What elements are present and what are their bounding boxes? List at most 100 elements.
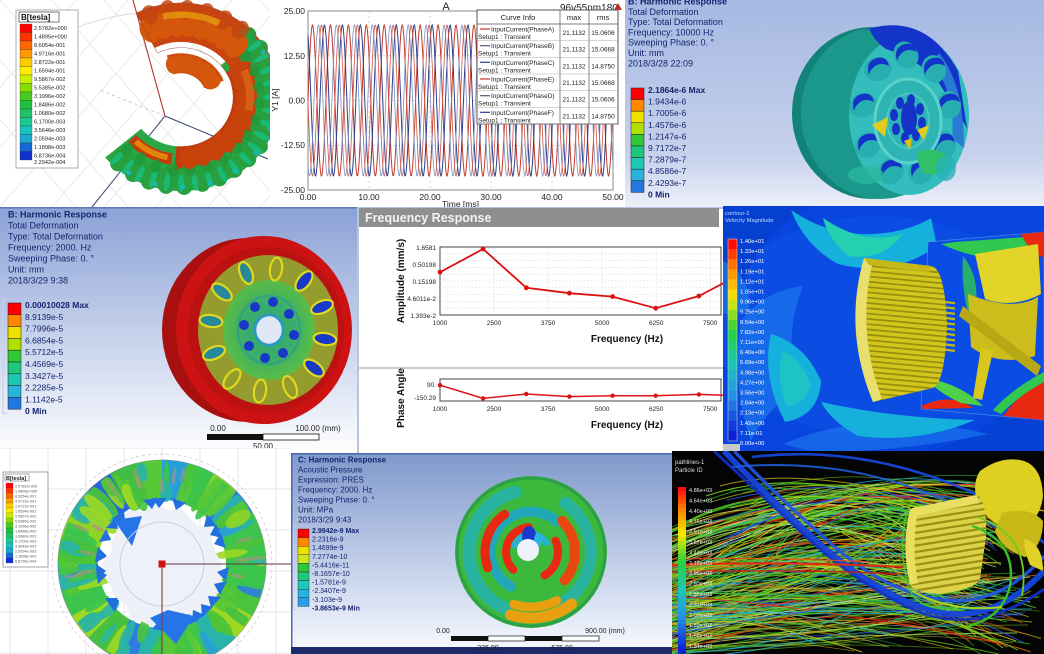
svg-text:-150.29: -150.29 bbox=[414, 395, 436, 402]
svg-text:-8.1657e-10: -8.1657e-10 bbox=[312, 571, 350, 578]
svg-text:20.00: 20.00 bbox=[419, 192, 441, 202]
svg-text:1.0680e-002: 1.0680e-002 bbox=[34, 111, 65, 117]
svg-text:Sweeping Phase: 0. °: Sweeping Phase: 0. ° bbox=[298, 496, 375, 505]
svg-text:2.1864e-6 Max: 2.1864e-6 Max bbox=[648, 85, 705, 95]
svg-text:1.1142e-5: 1.1142e-5 bbox=[25, 394, 63, 404]
svg-text:Phase Angle: Phase Angle bbox=[396, 368, 407, 428]
svg-text:InputCurrent(PhaseE): InputCurrent(PhaseE) bbox=[491, 77, 554, 84]
svg-text:21.1132: 21.1132 bbox=[562, 63, 585, 70]
svg-text:9.96e+00: 9.96e+00 bbox=[740, 300, 764, 306]
svg-text:50.00: 50.00 bbox=[253, 442, 274, 450]
svg-text:2018/3/29 9:43: 2018/3/29 9:43 bbox=[298, 516, 352, 525]
svg-text:-2.3407e-9: -2.3407e-9 bbox=[312, 588, 346, 595]
svg-text:7.2879e-7: 7.2879e-7 bbox=[648, 155, 687, 165]
svg-text:Expression: PRES: Expression: PRES bbox=[298, 476, 364, 485]
svg-text:0.00010028 Max: 0.00010028 Max bbox=[25, 300, 89, 310]
svg-text:4.64e+03: 4.64e+03 bbox=[689, 498, 712, 504]
svg-text:Sweeping Phase: 0. °: Sweeping Phase: 0. ° bbox=[628, 38, 715, 48]
svg-text:Acoustic Pressure: Acoustic Pressure bbox=[298, 466, 363, 475]
svg-text:2.8722e-001: 2.8722e-001 bbox=[15, 505, 36, 509]
svg-text:50.00: 50.00 bbox=[602, 192, 624, 202]
svg-text:15.0668: 15.0668 bbox=[591, 80, 615, 87]
svg-text:Setup1 : Transient: Setup1 : Transient bbox=[478, 117, 531, 124]
svg-text:7.2774e-10: 7.2774e-10 bbox=[312, 554, 348, 561]
svg-text:Unit: mm: Unit: mm bbox=[8, 265, 44, 275]
svg-text:1000: 1000 bbox=[433, 320, 448, 327]
svg-text:12.50: 12.50 bbox=[284, 51, 306, 61]
svg-text:5000: 5000 bbox=[595, 320, 610, 327]
svg-text:rms: rms bbox=[597, 13, 610, 22]
svg-text:Velocity Magnitude: Velocity Magnitude bbox=[725, 218, 774, 224]
svg-text:2.2942e-004: 2.2942e-004 bbox=[34, 160, 65, 166]
svg-text:0.00: 0.00 bbox=[436, 628, 450, 635]
svg-text:4.6011e-2: 4.6011e-2 bbox=[407, 296, 436, 303]
svg-text:B: Harmonic Response: B: Harmonic Response bbox=[8, 210, 107, 220]
svg-text:10.00: 10.00 bbox=[358, 192, 380, 202]
svg-text:3.1996e-002: 3.1996e-002 bbox=[15, 525, 36, 529]
svg-text:2.84e+00: 2.84e+00 bbox=[740, 401, 764, 407]
svg-text:9.5867e-002: 9.5867e-002 bbox=[15, 515, 36, 519]
svg-text:Particle ID: Particle ID bbox=[675, 468, 703, 474]
svg-text:Unit: MPa: Unit: MPa bbox=[298, 506, 334, 515]
svg-text:Unit: mm: Unit: mm bbox=[628, 48, 664, 58]
svg-text:21.1132: 21.1132 bbox=[562, 47, 585, 54]
svg-text:1000: 1000 bbox=[433, 406, 448, 413]
svg-text:Frequency: 10000 Hz: Frequency: 10000 Hz bbox=[628, 27, 715, 37]
svg-text:3.5646e-003: 3.5646e-003 bbox=[34, 128, 65, 134]
svg-text:15.0606: 15.0606 bbox=[591, 30, 615, 37]
svg-text:Setup1 : Transient: Setup1 : Transient bbox=[478, 51, 531, 58]
svg-text:15.0668: 15.0668 bbox=[591, 47, 615, 54]
svg-text:Frequency (Hz): Frequency (Hz) bbox=[591, 420, 663, 431]
svg-text:2.31e+03: 2.31e+03 bbox=[689, 602, 712, 608]
svg-text:1.82e+03: 1.82e+03 bbox=[689, 623, 712, 629]
svg-text:1.7005e-6: 1.7005e-6 bbox=[648, 108, 687, 118]
svg-text:40.00: 40.00 bbox=[541, 192, 563, 202]
svg-text:pathlines-1: pathlines-1 bbox=[675, 460, 705, 466]
svg-text:1.4576e-6: 1.4576e-6 bbox=[648, 120, 687, 130]
svg-text:7.82e+00: 7.82e+00 bbox=[740, 330, 764, 336]
svg-text:-1.5781e-9: -1.5781e-9 bbox=[312, 580, 346, 587]
svg-text:2.4293e-7: 2.4293e-7 bbox=[648, 178, 687, 188]
svg-text:4.16e+03: 4.16e+03 bbox=[689, 519, 712, 525]
svg-text:Frequency: 2000. Hz: Frequency: 2000. Hz bbox=[298, 486, 372, 495]
svg-text:675.00: 675.00 bbox=[551, 645, 573, 652]
svg-text:6.1700e-003: 6.1700e-003 bbox=[15, 540, 36, 544]
svg-text:B: Harmonic Response: B: Harmonic Response bbox=[628, 0, 727, 7]
svg-text:Time [ms]: Time [ms] bbox=[442, 199, 479, 207]
svg-text:3.1996e-002: 3.1996e-002 bbox=[34, 94, 65, 100]
svg-text:1.8486e-002: 1.8486e-002 bbox=[15, 530, 36, 534]
svg-text:InputCurrent(PhaseF): InputCurrent(PhaseF) bbox=[491, 110, 554, 117]
svg-text:Type: Total Deformation: Type: Total Deformation bbox=[8, 232, 103, 242]
svg-text:1.40e+01: 1.40e+01 bbox=[740, 239, 764, 245]
svg-text:6250: 6250 bbox=[649, 320, 664, 327]
svg-text:6.40e+00: 6.40e+00 bbox=[740, 350, 764, 356]
svg-text:2.96e+03: 2.96e+03 bbox=[689, 571, 712, 577]
svg-text:1.4895e+000: 1.4895e+000 bbox=[15, 490, 37, 494]
svg-text:7.11e-01: 7.11e-01 bbox=[740, 431, 762, 437]
svg-text:21.1132: 21.1132 bbox=[562, 97, 585, 104]
svg-text:1.34e+03: 1.34e+03 bbox=[689, 644, 712, 650]
svg-text:25.00: 25.00 bbox=[284, 6, 306, 16]
svg-text:4.9716e-001: 4.9716e-001 bbox=[15, 500, 36, 504]
svg-text:0.00: 0.00 bbox=[210, 424, 226, 433]
svg-text:2.0594e-003: 2.0594e-003 bbox=[34, 137, 65, 143]
svg-text:5.5385e-002: 5.5385e-002 bbox=[34, 86, 65, 92]
svg-text:21.1132: 21.1132 bbox=[562, 113, 585, 120]
svg-text:1.2147e-6: 1.2147e-6 bbox=[648, 131, 687, 141]
svg-text:14.8750: 14.8750 bbox=[591, 63, 615, 70]
svg-text:1.1898e-003: 1.1898e-003 bbox=[15, 555, 36, 559]
svg-text:Frequency: 2000. Hz: Frequency: 2000. Hz bbox=[8, 243, 92, 253]
svg-text:8.54e+00: 8.54e+00 bbox=[740, 320, 764, 326]
svg-text:0 Min: 0 Min bbox=[648, 189, 670, 199]
svg-text:-5.4416e-11: -5.4416e-11 bbox=[312, 562, 349, 569]
svg-text:900.00 (mm): 900.00 (mm) bbox=[585, 628, 625, 635]
svg-text:1.4895e+000: 1.4895e+000 bbox=[34, 35, 67, 41]
svg-text:15.0606: 15.0606 bbox=[591, 97, 615, 104]
svg-text:Curve Info: Curve Info bbox=[501, 13, 536, 22]
svg-text:14.8750: 14.8750 bbox=[591, 113, 615, 120]
svg-text:4.8586e-7: 4.8586e-7 bbox=[648, 166, 687, 176]
svg-text:5.5385e-002: 5.5385e-002 bbox=[15, 520, 36, 524]
svg-text:6.8736e-004: 6.8736e-004 bbox=[15, 560, 36, 564]
svg-text:Frequency Response: Frequency Response bbox=[365, 211, 491, 225]
svg-text:0.15198: 0.15198 bbox=[413, 279, 437, 286]
